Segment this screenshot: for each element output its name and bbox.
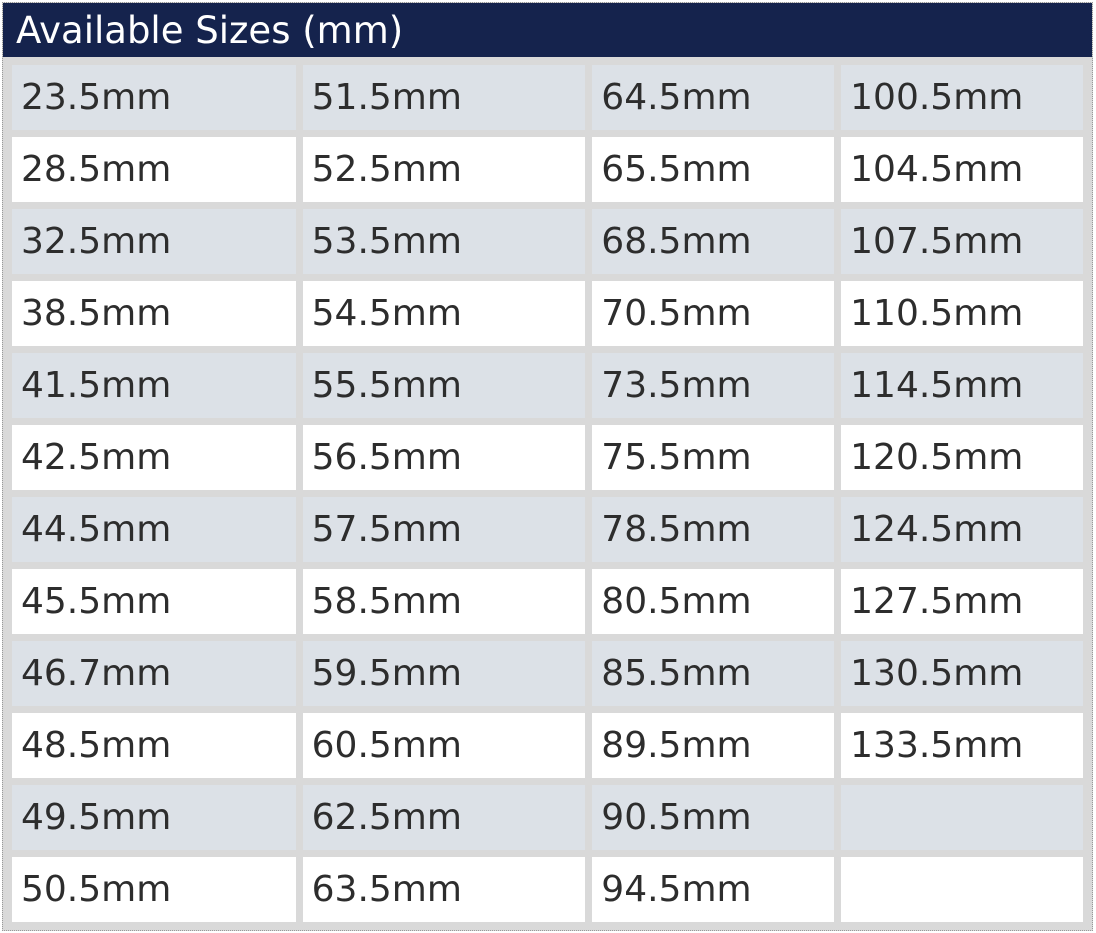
size-cell: 51.5mm (302, 65, 586, 130)
size-cell: 46.7mm (12, 641, 296, 706)
size-cell: 62.5mm (302, 785, 586, 850)
size-cell: 38.5mm (12, 281, 296, 346)
size-cell: 65.5mm (592, 137, 835, 202)
size-cell: 110.5mm (841, 281, 1083, 346)
size-cell: 28.5mm (12, 137, 296, 202)
size-cell: 70.5mm (592, 281, 835, 346)
size-cell: 32.5mm (12, 209, 296, 274)
size-cell: 89.5mm (592, 713, 835, 778)
size-cell: 133.5mm (841, 713, 1083, 778)
size-cell: 41.5mm (12, 353, 296, 418)
size-cell: 55.5mm (302, 353, 586, 418)
size-cell: 94.5mm (592, 857, 835, 922)
size-cell: 60.5mm (302, 713, 586, 778)
size-cell: 130.5mm (841, 641, 1083, 706)
size-cell: 56.5mm (302, 425, 586, 490)
size-cell: 49.5mm (12, 785, 296, 850)
size-cell: 59.5mm (302, 641, 586, 706)
size-cell: 127.5mm (841, 569, 1083, 634)
size-cell: 50.5mm (12, 857, 296, 922)
size-cell: 53.5mm (302, 209, 586, 274)
size-cell: 44.5mm (12, 497, 296, 562)
size-cell (841, 857, 1083, 922)
size-cell: 80.5mm (592, 569, 835, 634)
size-cell (841, 785, 1083, 850)
size-cell: 54.5mm (302, 281, 586, 346)
size-cell: 73.5mm (592, 353, 835, 418)
table-header: Available Sizes (mm) (3, 3, 1092, 57)
size-cell: 124.5mm (841, 497, 1083, 562)
size-cell: 23.5mm (12, 65, 296, 130)
size-cell: 104.5mm (841, 137, 1083, 202)
size-cell: 64.5mm (592, 65, 835, 130)
size-cell: 63.5mm (302, 857, 586, 922)
size-cell: 85.5mm (592, 641, 835, 706)
size-cell: 90.5mm (592, 785, 835, 850)
size-cell: 114.5mm (841, 353, 1083, 418)
size-cell: 42.5mm (12, 425, 296, 490)
size-cell: 45.5mm (12, 569, 296, 634)
size-cell: 75.5mm (592, 425, 835, 490)
table-title: Available Sizes (mm) (16, 8, 404, 52)
size-cell: 78.5mm (592, 497, 835, 562)
size-cell: 57.5mm (302, 497, 586, 562)
size-cell: 58.5mm (302, 569, 586, 634)
size-cell: 100.5mm (841, 65, 1083, 130)
size-cell: 120.5mm (841, 425, 1083, 490)
size-cell: 48.5mm (12, 713, 296, 778)
size-cell: 52.5mm (302, 137, 586, 202)
size-cell: 68.5mm (592, 209, 835, 274)
size-cell: 107.5mm (841, 209, 1083, 274)
table-grid: 23.5mm 51.5mm 64.5mm 100.5mm 28.5mm 52.5mm 65.… (3, 57, 1092, 930)
